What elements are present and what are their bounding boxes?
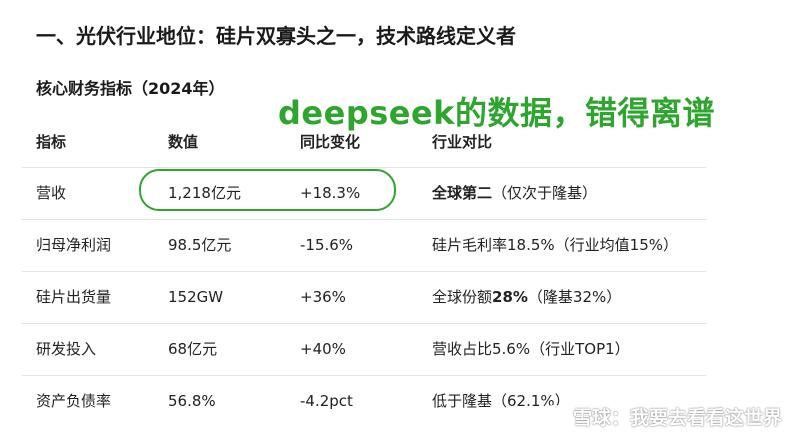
table-row: 营收 1,218亿元 +18.3% 全球第二（仅次于隆基） bbox=[22, 168, 706, 220]
table-row: 硅片出货量 152GW +36% 全球份额28%（隆基32%） bbox=[22, 272, 706, 324]
value-cell: 98.5亿元 bbox=[168, 236, 232, 254]
section-title: 核心财务指标（2024年） bbox=[36, 79, 225, 98]
page-heading: 一、光伏行业地位：硅片双寡头之一，技术路线定义者 bbox=[36, 24, 516, 48]
watermark: 雪球：我要去看看这世界 bbox=[541, 403, 782, 430]
change-cell: -15.6% bbox=[300, 236, 354, 254]
header-change: 同比变化 bbox=[300, 133, 361, 151]
change-cell: +18.3% bbox=[300, 184, 361, 202]
metric-cell: 研发投入 bbox=[36, 340, 97, 358]
compare-cell: 营收占比5.6%（行业TOP1） bbox=[432, 340, 630, 358]
table-row: 归母净利润 98.5亿元 -15.6% 硅片毛利率18.5%（行业均值15%） bbox=[22, 220, 706, 272]
compare-cell: 硅片毛利率18.5%（行业均值15%） bbox=[432, 236, 678, 254]
change-cell: -4.2pct bbox=[300, 392, 353, 410]
change-cell: +36% bbox=[300, 288, 346, 306]
metric-cell: 硅片出货量 bbox=[36, 288, 112, 306]
compare-rest: （仅次于隆基） bbox=[492, 184, 598, 202]
watermark-text: 雪球：我要去看看这世界 bbox=[572, 407, 782, 429]
compare-bold: 全球第二 bbox=[432, 184, 493, 202]
metric-cell: 归母净利润 bbox=[36, 236, 112, 254]
change-cell: +40% bbox=[300, 340, 346, 358]
annotation-text: deepseek的数据，错得离谱 bbox=[278, 94, 715, 132]
value-cell: 1,218亿元 bbox=[168, 184, 241, 202]
compare-bold: 28% bbox=[492, 288, 528, 306]
compare-rest: （隆基32%） bbox=[527, 288, 622, 306]
value-cell: 152GW bbox=[168, 288, 224, 306]
metric-cell: 营收 bbox=[36, 184, 67, 202]
table-row: 研发投入 68亿元 +40% 营收占比5.6%（行业TOP1） bbox=[22, 324, 706, 376]
value-cell: 68亿元 bbox=[168, 340, 218, 358]
highlight-oval bbox=[139, 169, 396, 211]
header-compare: 行业对比 bbox=[432, 133, 493, 151]
compare-cell: 全球份额28%（隆基32%） bbox=[432, 272, 621, 322]
compare-cell: 低于隆基（62.1%） bbox=[432, 392, 570, 410]
compare-pre: 全球份额 bbox=[432, 288, 493, 306]
metric-cell: 资产负债率 bbox=[36, 392, 112, 410]
header-value: 数值 bbox=[168, 133, 199, 151]
header-metric: 指标 bbox=[36, 133, 67, 151]
value-cell: 56.8% bbox=[168, 392, 216, 410]
compare-cell: 全球第二（仅次于隆基） bbox=[432, 168, 597, 218]
snowball-logo-icon bbox=[541, 404, 567, 429]
table-row: 资产负债率 56.8% -4.2pct 低于隆基（62.1%） bbox=[22, 376, 706, 427]
financial-table: 指标 数值 同比变化 行业对比 营收 1,218亿元 +18.3% 全球第二（仅… bbox=[22, 117, 706, 427]
table-header-row: 指标 数值 同比变化 行业对比 bbox=[22, 117, 706, 168]
